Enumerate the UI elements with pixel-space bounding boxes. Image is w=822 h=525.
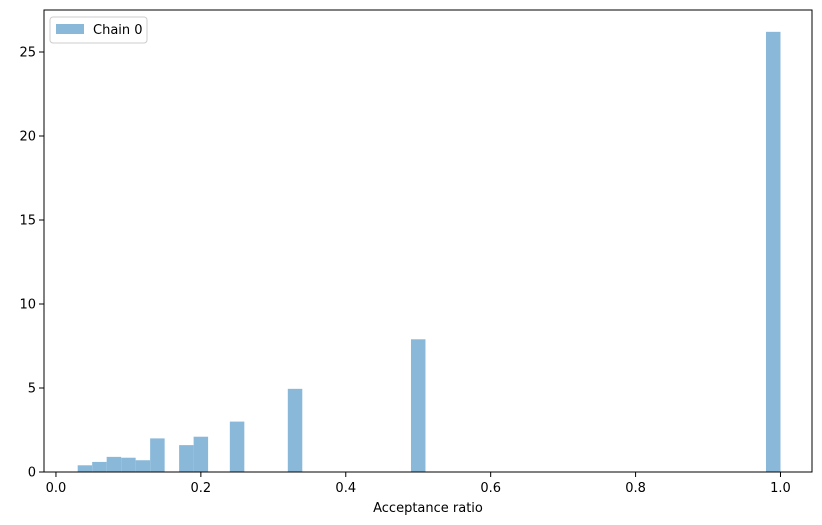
histogram-bar-6 [179,445,194,472]
x-tick-label: 0.2 [191,481,212,496]
histogram-bar-4 [135,460,151,472]
y-tick-label: 5 [28,382,36,397]
legend-label-chain-0: Chain 0 [93,23,143,38]
y-tick-label: 25 [19,46,36,61]
histogram-bar-10 [410,339,426,472]
histogram-bar-9 [287,388,303,472]
y-tick-label: 15 [19,214,36,229]
histogram-bar-8 [229,421,245,472]
x-tick-label: 0.4 [335,481,356,496]
x-tick-label: 0.6 [480,481,501,496]
ticks-group: 0.0 0.2 0.4 0.6 0.8 1.0 0 5 10 15 20 25 [19,46,790,497]
bars-group [77,31,781,473]
histogram-bar-0 [77,465,93,472]
legend-swatch-chain-0 [56,24,84,34]
x-tick-label: 1.0 [770,481,791,496]
histogram-bar-1 [92,461,107,472]
x-axis-label: Acceptance ratio [373,501,483,516]
x-tick-label: 0.8 [625,481,646,496]
legend-box [49,16,148,44]
x-tick-label: 0.0 [46,481,67,496]
histogram-bar-7 [193,436,209,472]
legend: Chain 0 [49,16,148,44]
histogram-bar-5 [150,438,165,472]
y-tick-label: 10 [19,298,36,313]
histogram-bar-3 [121,457,136,472]
histogram-bar-11 [765,31,781,473]
histogram-bar-2 [106,456,122,472]
y-tick-label: 0 [28,466,36,481]
y-tick-label: 20 [19,130,36,145]
axes-frame [43,9,813,473]
